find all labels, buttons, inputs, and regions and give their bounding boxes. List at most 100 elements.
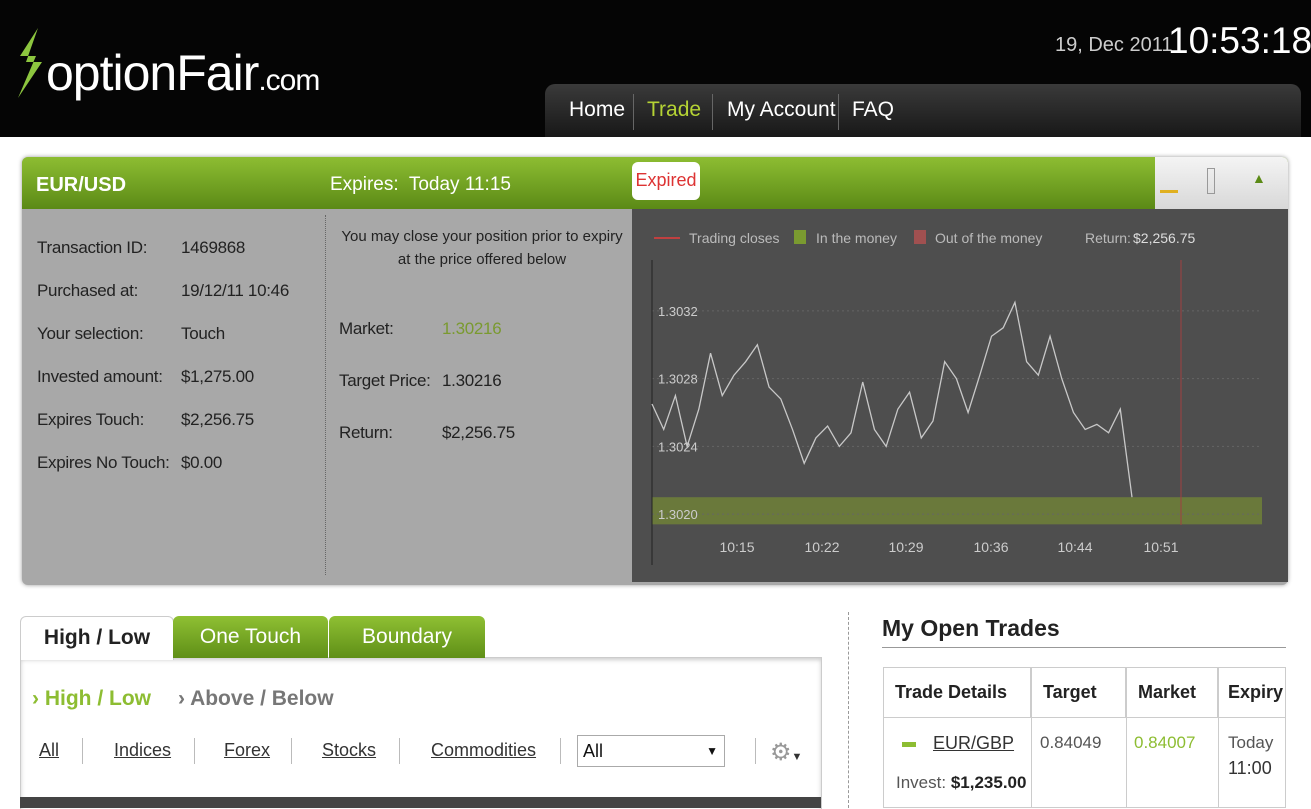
- chart-bg: [632, 209, 1288, 582]
- table-bar: [20, 797, 821, 808]
- filter-sep: [82, 738, 83, 764]
- detail-label: Transaction ID:: [37, 238, 148, 257]
- divider: [848, 612, 849, 808]
- x-tick-label: 10:44: [1057, 539, 1092, 555]
- x-tick-label: 10:22: [804, 539, 839, 555]
- offer-value: 1.30216: [442, 319, 502, 338]
- detail-value: Touch: [181, 324, 225, 343]
- legend-swatch: [914, 230, 926, 244]
- nav-bar: [545, 84, 1301, 137]
- filter[interactable]: Stocks: [322, 740, 377, 760]
- filter[interactable]: Indices: [114, 740, 172, 760]
- nav-account[interactable]: My Account: [727, 98, 836, 121]
- detail-label: Expires No Touch:: [37, 453, 170, 472]
- detail-value: 19/12/11 10:46: [181, 281, 289, 300]
- y-tick-label: 1.3032: [658, 304, 698, 319]
- legend-label: In the money: [816, 230, 897, 246]
- logo: optionFair.com: [46, 44, 320, 102]
- chart: 1.3020 1.3024 1.3028 1.3032 10:15 10:22 10:29 1…: [632, 209, 1288, 582]
- tab[interactable]: One Touch: [173, 616, 328, 658]
- filter-sep: [291, 738, 292, 764]
- offer-label: Market:: [339, 319, 394, 338]
- nav-sep: [838, 94, 839, 130]
- y-tick-label: 1.3024: [658, 439, 698, 454]
- asset-icon: [902, 742, 916, 747]
- subtab[interactable]: High / Low: [44, 687, 151, 710]
- rule: [882, 647, 1286, 648]
- filter-sep: [399, 738, 400, 764]
- invest-label: Invest:: [896, 773, 947, 792]
- column-header: Expiry: [1228, 682, 1284, 702]
- in-the-money-band: [652, 497, 1262, 525]
- tab[interactable]: High / Low: [20, 616, 174, 660]
- legend-swatch: [794, 230, 806, 244]
- detail-value: $1,275.00: [181, 367, 254, 386]
- trade-target: 0.84049: [1040, 733, 1102, 752]
- price-line: [651, 300, 1133, 498]
- invest: $1,235.00: [950, 773, 1027, 792]
- info-icon[interactable]: [1207, 168, 1215, 194]
- select-value: All: [583, 741, 604, 761]
- filter-sep: [194, 738, 195, 764]
- date: 19, Dec 2011: [1055, 34, 1173, 56]
- filter-sep: [755, 738, 756, 764]
- filter[interactable]: All: [39, 740, 60, 760]
- logo-suffix: .com: [258, 64, 320, 97]
- asset: EUR/USD: [36, 174, 127, 196]
- trade-asset[interactable]: EUR/GBP: [933, 733, 1015, 753]
- detail-label: Purchased at:: [37, 281, 138, 300]
- x-tick-label: 10:15: [719, 539, 754, 555]
- panel-tools: [1155, 157, 1288, 209]
- clock: 10:53:18: [1168, 20, 1311, 61]
- trade-expiry-time: 11:00: [1228, 758, 1272, 778]
- nav-faq[interactable]: FAQ: [852, 98, 895, 121]
- x-tick-label: 10:36: [973, 539, 1008, 555]
- logo-icon: [18, 28, 42, 98]
- subtab[interactable]: Above / Below: [190, 687, 334, 710]
- legend-label: Trading closes: [689, 230, 780, 246]
- col-line: [1031, 668, 1032, 808]
- row-line: [883, 717, 1286, 718]
- offer-value: 1.30216: [442, 371, 502, 390]
- tab[interactable]: Boundary: [329, 616, 485, 658]
- select[interactable]: All ▼: [577, 735, 725, 767]
- open-trades-title: My Open Trades: [882, 615, 1060, 641]
- filter[interactable]: Forex: [224, 740, 271, 760]
- divider: [325, 215, 326, 575]
- offer-label: Target Price:: [339, 371, 431, 390]
- nav-sep: [633, 94, 634, 130]
- offer-value: $2,256.75: [442, 423, 515, 442]
- nav-trade[interactable]: Trade: [647, 98, 702, 121]
- trade-box: [20, 657, 822, 809]
- detail-value: $2,256.75: [181, 410, 254, 429]
- status-badge: Expired: [632, 162, 700, 200]
- settings-icon[interactable]: ⚙▼: [770, 739, 803, 766]
- detail-value: $0.00: [181, 453, 223, 472]
- offer-label: Return:: [339, 423, 393, 442]
- x-tick-label: 10:51: [1143, 539, 1178, 555]
- collapse-icon[interactable]: ▲: [1252, 170, 1266, 186]
- detail-value: 1469868: [181, 238, 246, 257]
- y-tick-label: 1.3028: [658, 372, 698, 387]
- filter[interactable]: Commodities: [431, 740, 537, 760]
- nav-home[interactable]: Home: [569, 98, 626, 121]
- trade-market: 0.84007: [1134, 733, 1196, 752]
- col-line: [1218, 668, 1219, 808]
- x-tick-label: 10:29: [888, 539, 923, 555]
- detail-label: Your selection:: [37, 324, 144, 343]
- column-header: Market: [1126, 668, 1218, 717]
- chart-icon[interactable]: [1160, 168, 1178, 193]
- col-line: [1126, 668, 1127, 808]
- y-tick-label: 1.3020: [658, 507, 698, 522]
- logo-text: optionFair: [46, 45, 259, 101]
- return-value: $2,256.75: [1133, 230, 1195, 246]
- filter-sep: [560, 738, 561, 764]
- column-header: Trade Details: [883, 668, 1031, 717]
- note: You may close your position prior to exp…: [341, 228, 623, 268]
- expires: Expires: Today 11:15: [330, 174, 511, 195]
- return-label: Return:: [1085, 230, 1131, 246]
- column-header: Target: [1031, 668, 1126, 717]
- legend-label: Out of the money: [935, 230, 1042, 246]
- nav-sep: [712, 94, 713, 130]
